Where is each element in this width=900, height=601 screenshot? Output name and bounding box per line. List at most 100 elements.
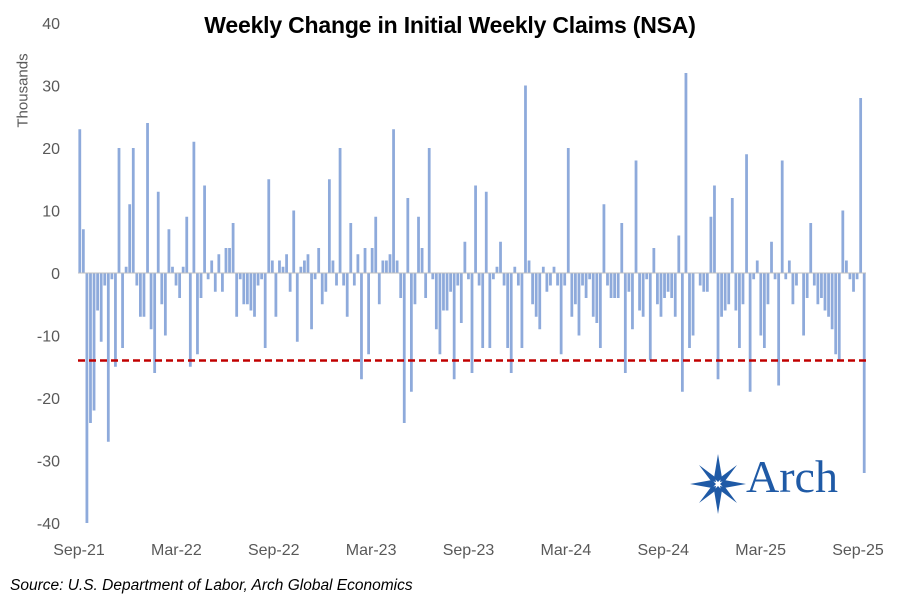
- bar: [862, 273, 866, 473]
- bar: [527, 260, 531, 273]
- bar: [267, 179, 271, 273]
- x-tick-label: Mar-22: [151, 542, 202, 559]
- bar: [85, 273, 89, 523]
- bar: [385, 260, 388, 273]
- bar: [156, 191, 160, 273]
- bar: [103, 273, 107, 286]
- bar: [684, 73, 688, 273]
- x-tick-label: Mar-25: [735, 542, 786, 559]
- bar: [442, 273, 445, 311]
- bar: [449, 273, 452, 292]
- bar: [791, 273, 795, 305]
- bar: [745, 154, 748, 273]
- bar: [837, 273, 841, 361]
- bar: [673, 273, 677, 317]
- bar: [377, 273, 381, 305]
- bar: [306, 254, 310, 273]
- bar: [720, 273, 723, 317]
- x-tick-label: Mar-24: [541, 542, 592, 559]
- bar: [484, 191, 488, 273]
- bar: [78, 129, 82, 273]
- bar: [338, 148, 342, 273]
- bar: [598, 273, 602, 348]
- bar: [538, 273, 542, 330]
- bar: [702, 273, 706, 292]
- bar: [228, 248, 231, 273]
- bar: [153, 273, 157, 373]
- bar: [185, 216, 189, 273]
- arch-logo: Arch: [688, 452, 868, 516]
- bar: [188, 273, 192, 367]
- bar: [805, 273, 809, 298]
- bar: [270, 260, 274, 273]
- bar: [424, 273, 428, 298]
- bar: [834, 273, 838, 355]
- bar: [734, 273, 738, 311]
- x-tick-label: Sep-21: [53, 542, 105, 559]
- bar: [160, 273, 164, 305]
- bar: [178, 273, 182, 298]
- bar: [324, 273, 328, 292]
- bar: [688, 273, 691, 348]
- bar: [392, 129, 395, 273]
- bar: [759, 273, 763, 336]
- bar: [388, 254, 392, 273]
- bar: [541, 266, 545, 273]
- compass-star-icon: [690, 454, 746, 514]
- bar: [534, 273, 538, 317]
- bar: [827, 273, 830, 317]
- bar: [784, 273, 788, 280]
- source-note: Source: U.S. Department of Labor, Arch G…: [10, 577, 413, 594]
- bar: [409, 273, 413, 392]
- bar: [256, 273, 260, 286]
- bar: [203, 185, 206, 273]
- y-tick-label: 30: [42, 79, 60, 96]
- bar: [114, 273, 117, 367]
- bar: [574, 273, 577, 305]
- bar: [609, 273, 613, 298]
- bar: [691, 273, 695, 336]
- bar: [235, 273, 239, 317]
- bar: [381, 260, 385, 273]
- bar: [855, 273, 859, 280]
- bar: [488, 273, 492, 348]
- bar: [830, 273, 834, 330]
- bar: [96, 273, 99, 311]
- bar: [584, 273, 588, 298]
- bar: [146, 123, 149, 273]
- bar: [295, 273, 299, 342]
- bar: [852, 273, 855, 292]
- x-axis-ticks: Sep-21 Mar-22 Sep-22 Mar-23 Sep-23 Mar-24 Sep-…: [53, 542, 884, 559]
- bar: [549, 273, 552, 286]
- bar: [242, 273, 246, 305]
- bar: [474, 185, 477, 273]
- bar: [217, 254, 221, 273]
- bar: [566, 148, 570, 273]
- y-tick-label: -10: [37, 329, 60, 346]
- bar: [245, 273, 249, 305]
- bar: [213, 273, 217, 292]
- bar: [459, 273, 463, 323]
- bar: [231, 223, 235, 273]
- bar: [149, 273, 153, 330]
- bar: [413, 273, 417, 305]
- bar: [613, 273, 617, 298]
- bar: [434, 273, 438, 330]
- bar: [659, 273, 663, 317]
- bar: [645, 273, 649, 280]
- bar: [812, 273, 816, 286]
- bar: [663, 273, 666, 298]
- bar: [748, 273, 752, 392]
- bar: [128, 204, 132, 273]
- bar: [395, 260, 399, 273]
- bar: [431, 273, 435, 280]
- bar: [331, 260, 335, 273]
- bar: [520, 273, 524, 348]
- y-axis-ticks: 40 30 20 10 0 -10 -20 -30 -40: [37, 16, 60, 533]
- bar: [652, 248, 656, 273]
- bar: [570, 273, 574, 317]
- bar: [531, 273, 534, 305]
- bar: [591, 273, 595, 317]
- bar: [795, 273, 798, 286]
- bar: [709, 216, 713, 273]
